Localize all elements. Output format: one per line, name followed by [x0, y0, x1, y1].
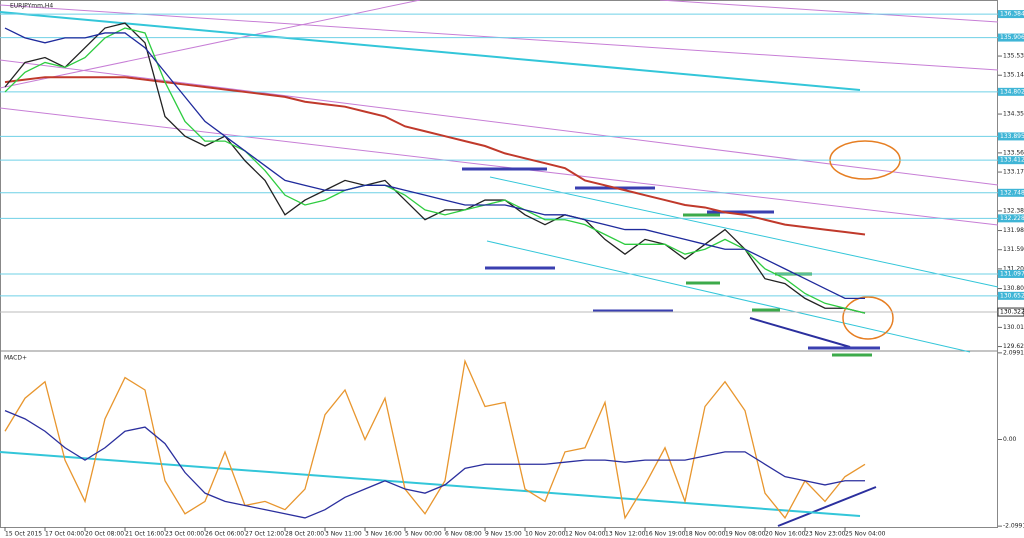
x-tick-label: 25 Nov 04:00: [845, 531, 886, 538]
level-label-box: [998, 269, 1024, 278]
level-label: 136.384: [1000, 11, 1024, 18]
level-label-box: [998, 188, 1024, 197]
y-tick-label: 135.530: [1003, 53, 1024, 60]
y-tick-label: 0.00: [1003, 436, 1017, 443]
x-tick-label: 23 Nov 23:00: [805, 531, 846, 538]
chart-title: EURJPYmm,H4: [10, 3, 53, 10]
highlight-circle: [842, 296, 894, 340]
level-label-box: [998, 291, 1024, 300]
trend-line: [0, 59, 999, 186]
x-tick-label: 19 Nov 08:00: [725, 531, 766, 538]
x-tick-label: 20 Nov 16:00: [765, 531, 806, 538]
x-tick-label: 17 Oct 04:00: [45, 531, 84, 538]
x-tick-label: 10 Nov 20:00: [525, 531, 566, 538]
level-label: 130.322: [1000, 309, 1024, 316]
level-label: 132.228: [1000, 215, 1024, 222]
series-line: [4, 27, 866, 314]
x-tick-label: 3 Nov 11:00: [325, 531, 362, 538]
x-tick-label: 18 Nov 00:00: [685, 531, 726, 538]
series-line: [4, 358, 866, 520]
y-tick-label: 129.620: [1003, 343, 1024, 350]
trend-line: [0, 0, 421, 89]
y-tick-label: 134.350: [1003, 111, 1024, 118]
y-tick-label: 131.590: [1003, 246, 1024, 253]
drawings: [0, 0, 999, 527]
frame: [0, 0, 998, 528]
x-tick-label: 20 Oct 08:00: [85, 531, 124, 538]
y-tick-label: 133.170: [1003, 169, 1024, 176]
level-label: 133.412: [1000, 157, 1024, 164]
x-tick-label: 5 Nov 00:00: [405, 531, 442, 538]
level-label-box: [998, 10, 1024, 19]
x-tick-label: 28 Oct 20:00: [285, 531, 324, 538]
y-tick-label: 130.010: [1003, 324, 1024, 331]
trend-line: [0, 451, 861, 517]
level-label-box: [998, 156, 1024, 165]
x-tick-label: 3 Nov 16:00: [365, 531, 402, 538]
x-tick-label: 27 Oct 12:00: [245, 531, 284, 538]
x-tick-label: 15 Oct 2015: [5, 531, 42, 538]
y-tick-label: 130.800: [1003, 285, 1024, 292]
x-tick-label: 26 Oct 06:00: [205, 531, 244, 538]
level-label-box: [998, 132, 1024, 141]
x-tick-label: 21 Oct 16:00: [125, 531, 164, 538]
level-label-box: [997, 307, 1024, 317]
trend-line: [777, 486, 877, 527]
series-line: [4, 76, 866, 236]
level-label: 135.906: [1000, 34, 1024, 41]
x-tick-label: 23 Oct 00:00: [165, 531, 204, 538]
level-label: 131.097: [1000, 270, 1024, 277]
series-line: [4, 22, 866, 314]
channel-line: [489, 176, 999, 288]
channel-line: [486, 240, 971, 353]
y-tick-label: -2.0991: [1003, 523, 1024, 530]
panel-title: MACD+: [4, 355, 27, 362]
level-label: 133.895: [1000, 133, 1024, 140]
series-line: [4, 410, 865, 519]
level-label: 132.748: [1000, 189, 1024, 196]
trend-line: [749, 317, 851, 348]
x-tick-label: 9 Nov 15:00: [485, 531, 522, 538]
y-tick-label: 132.380: [1003, 207, 1024, 214]
x-tick-label: 16 Nov 19:00: [645, 531, 686, 538]
x-tick-label: 12 Nov 04:00: [565, 531, 606, 538]
series-line: [4, 27, 865, 300]
y-tick-label: 131.200: [1003, 265, 1024, 272]
trend-line: [0, 11, 861, 91]
x-tick-label: 6 Nov 08:00: [445, 531, 482, 538]
x-tick-label: 13 Nov 12:00: [605, 531, 646, 538]
level-label: 130.652: [1000, 292, 1024, 299]
level-label: 134.802: [1000, 88, 1024, 95]
trend-line: [659, 0, 999, 23]
y-tick-label: 133.560: [1003, 149, 1024, 156]
level-label-box: [998, 33, 1024, 42]
y-tick-label: 2.0991: [1003, 349, 1024, 356]
y-tick-label: 135.140: [1003, 72, 1024, 79]
y-tick-label: 131.980: [1003, 227, 1024, 234]
level-label-box: [998, 87, 1024, 96]
level-label-box: [998, 214, 1024, 223]
trend-line: [0, 107, 999, 226]
